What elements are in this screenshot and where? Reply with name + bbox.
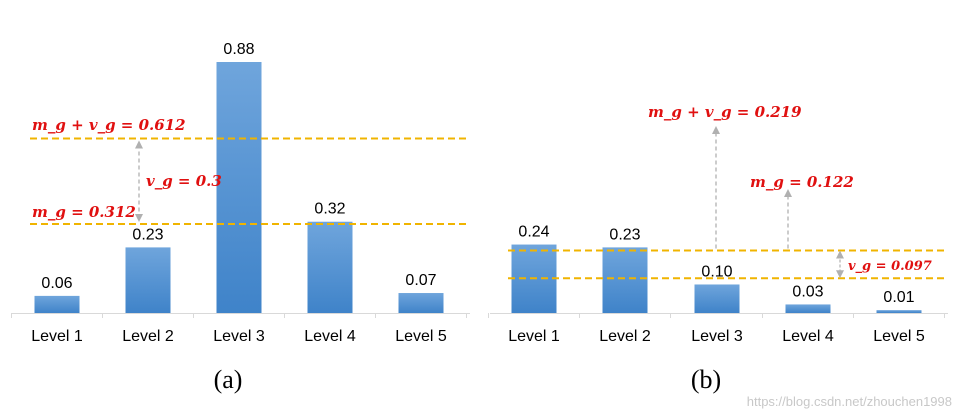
bar-4 [307, 221, 353, 313]
bar-value-label-3: 0.10 [701, 263, 732, 280]
bar-value-label-4: 0.03 [792, 283, 823, 300]
bar-1 [34, 295, 80, 313]
annotation-b-mg: m_g = 0.122 [750, 173, 854, 191]
panel-label-a: (a) [214, 365, 243, 394]
bar-2 [602, 247, 648, 313]
x-tick-label-2: Level 2 [122, 328, 174, 345]
x-tick-label-3: Level 3 [213, 328, 265, 345]
annotation-a-mg-plus-vg: m_g + v_g = 0.612 [32, 116, 186, 134]
bar-value-label-5: 0.07 [405, 272, 436, 289]
watermark: https://blog.csdn.net/zhouchen1998 [747, 394, 952, 409]
bar-value-label-2: 0.23 [609, 226, 640, 243]
x-tick-label-5: Level 5 [873, 328, 925, 345]
bar-3 [694, 284, 740, 313]
panel-label-b: (b) [691, 365, 721, 394]
annotation-a-vg: v_g = 0.3 [146, 172, 222, 190]
bar-5 [876, 310, 922, 313]
x-tick-label-1: Level 1 [508, 328, 560, 345]
bar-value-label-5: 0.01 [883, 289, 914, 306]
annotation-b-vg: v_g = 0.097 [848, 259, 932, 274]
bar-4 [785, 304, 831, 313]
bar-value-label-4: 0.32 [314, 201, 345, 218]
bar-2 [125, 247, 171, 313]
bar-value-label-1: 0.24 [518, 224, 549, 241]
bar-value-label-3: 0.88 [223, 41, 254, 58]
x-tick-label-2: Level 2 [599, 328, 651, 345]
panel-a: 0.06 Level 1 0.23 Level 2 0.88 Level 3 0.32 Lev… [11, 41, 470, 345]
x-tick-label-4: Level 4 [782, 328, 834, 345]
panel-b: 0.24 Level 1 0.23 Level 2 0.10 Level 3 0.03 Lev… [488, 126, 948, 345]
bar-value-label-1: 0.06 [41, 275, 72, 292]
bar-5 [398, 293, 444, 313]
bar-3 [216, 62, 262, 313]
x-tick-label-4: Level 4 [304, 328, 356, 345]
x-tick-label-3: Level 3 [691, 328, 743, 345]
bar-value-label-2: 0.23 [132, 226, 163, 243]
x-tick-label-5: Level 5 [395, 328, 447, 345]
annotation-a-mg: m_g = 0.312 [32, 203, 136, 221]
annotation-b-mg-plus-vg: m_g + v_g = 0.219 [648, 103, 802, 121]
x-tick-label-1: Level 1 [31, 328, 83, 345]
